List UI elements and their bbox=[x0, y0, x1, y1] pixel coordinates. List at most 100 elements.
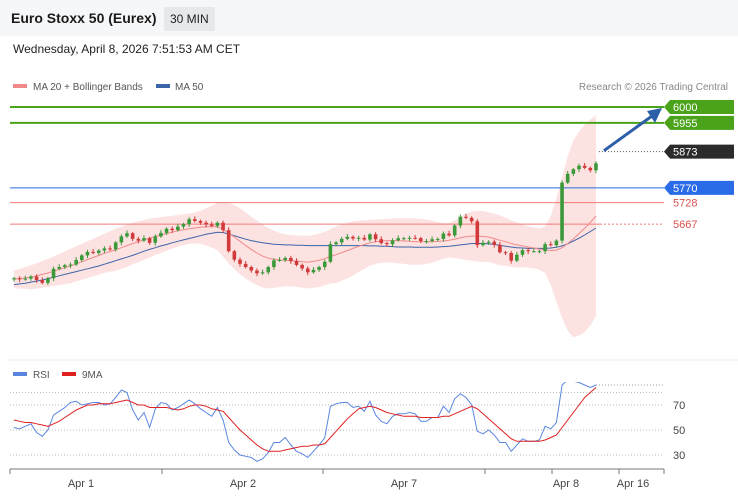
copyright-label: Research © 2026 Trading Central bbox=[579, 82, 728, 93]
candle bbox=[402, 236, 406, 241]
candle-body bbox=[68, 264, 73, 266]
level-tag-text: 5667 bbox=[673, 219, 697, 231]
candle-body bbox=[464, 216, 468, 218]
x-tick-label: Apr 16 bbox=[617, 478, 649, 490]
candle bbox=[515, 251, 519, 263]
candle bbox=[209, 221, 214, 228]
candle-body bbox=[356, 237, 361, 239]
candle-body bbox=[458, 216, 463, 226]
candle bbox=[475, 219, 480, 249]
candle bbox=[385, 241, 389, 247]
candle-body bbox=[187, 219, 191, 225]
candle-body bbox=[249, 267, 254, 271]
candle bbox=[91, 249, 95, 255]
candle-body bbox=[498, 244, 502, 253]
x-axis: Apr 1 Apr 2 Apr 7 Apr 8 Apr 16 bbox=[9, 469, 665, 490]
candle bbox=[548, 241, 553, 247]
level-tag-box bbox=[664, 144, 734, 159]
candle bbox=[334, 240, 338, 247]
candle-body bbox=[266, 267, 271, 273]
candle-body bbox=[430, 239, 434, 241]
candle-body bbox=[548, 244, 553, 246]
rsi-tick-label: 70 bbox=[673, 400, 685, 412]
candle-body bbox=[385, 243, 389, 245]
candle bbox=[560, 180, 564, 244]
candle bbox=[17, 276, 22, 283]
interval-selector[interactable]: 30 MIN bbox=[164, 7, 215, 31]
candle-body bbox=[543, 244, 547, 252]
candle-body bbox=[582, 165, 587, 168]
candle bbox=[306, 266, 310, 276]
level-tag-box bbox=[664, 180, 734, 195]
candle bbox=[130, 231, 135, 241]
price-plot bbox=[10, 106, 664, 338]
ma20-line bbox=[13, 215, 597, 280]
candle-body bbox=[136, 238, 141, 241]
level-tag-5728: 5728 bbox=[673, 198, 697, 210]
candle-body bbox=[147, 238, 152, 243]
x-tick-label: Apr 1 bbox=[68, 478, 94, 490]
candle bbox=[204, 220, 208, 228]
candle-body bbox=[571, 169, 576, 174]
candle bbox=[102, 246, 107, 254]
candle bbox=[594, 161, 598, 174]
level-tag-text: 5728 bbox=[673, 198, 697, 210]
level-tag-text: 5770 bbox=[673, 183, 697, 195]
candle bbox=[51, 266, 56, 282]
candle-body bbox=[351, 236, 355, 239]
candle bbox=[458, 214, 463, 229]
candle-body bbox=[373, 234, 378, 240]
candle-body bbox=[577, 165, 581, 170]
candle-body bbox=[283, 257, 287, 260]
candle-body bbox=[277, 259, 282, 261]
candle-body bbox=[452, 225, 457, 236]
candle bbox=[447, 230, 451, 237]
candle-body bbox=[526, 250, 530, 252]
candle bbox=[526, 248, 530, 255]
candle-body bbox=[554, 240, 559, 246]
candle-body bbox=[176, 226, 180, 231]
candle bbox=[356, 235, 361, 242]
candle-body bbox=[362, 237, 367, 240]
rsi-plot bbox=[13, 382, 597, 462]
rsi-ma-legend-swatch bbox=[62, 372, 76, 376]
rsi-ma-legend-label: 9MA bbox=[82, 370, 103, 381]
candle-body bbox=[125, 233, 129, 237]
candle bbox=[289, 255, 293, 264]
candle bbox=[181, 222, 186, 229]
candle-body bbox=[12, 278, 16, 280]
level-tag-6000: 6000 bbox=[664, 100, 734, 114]
candle-body bbox=[102, 248, 107, 251]
candle-body bbox=[481, 242, 485, 246]
candle bbox=[532, 248, 536, 253]
candle-body bbox=[46, 278, 50, 283]
candle bbox=[243, 261, 248, 269]
chart-header: Euro Stoxx 50 (Eurex) 30 MIN bbox=[0, 0, 738, 36]
candle bbox=[486, 240, 491, 245]
candle bbox=[187, 217, 191, 227]
candle bbox=[379, 236, 384, 245]
candle-body bbox=[435, 238, 440, 240]
candle bbox=[419, 236, 423, 244]
candle bbox=[277, 257, 282, 262]
ma50-legend-label: MA 50 bbox=[175, 82, 204, 93]
candle bbox=[34, 274, 39, 283]
candle-body bbox=[51, 268, 56, 279]
candle bbox=[294, 258, 299, 267]
candle-body bbox=[368, 234, 372, 240]
candle bbox=[142, 235, 146, 243]
ma20-legend-label: MA 20 + Bollinger Bands bbox=[33, 82, 143, 93]
candle bbox=[430, 236, 434, 243]
candle-body bbox=[300, 264, 304, 269]
candle-body bbox=[492, 241, 497, 245]
x-tick-label: Apr 2 bbox=[230, 478, 256, 490]
candle-body bbox=[226, 230, 231, 252]
candle-body bbox=[40, 280, 45, 283]
candle bbox=[362, 235, 367, 241]
candle bbox=[272, 258, 276, 270]
rsi-legend-label: RSI bbox=[33, 370, 50, 381]
candle bbox=[23, 275, 28, 281]
candle bbox=[136, 236, 141, 244]
rsi-legend: RSI 9MA bbox=[13, 370, 103, 381]
candle bbox=[498, 242, 502, 254]
